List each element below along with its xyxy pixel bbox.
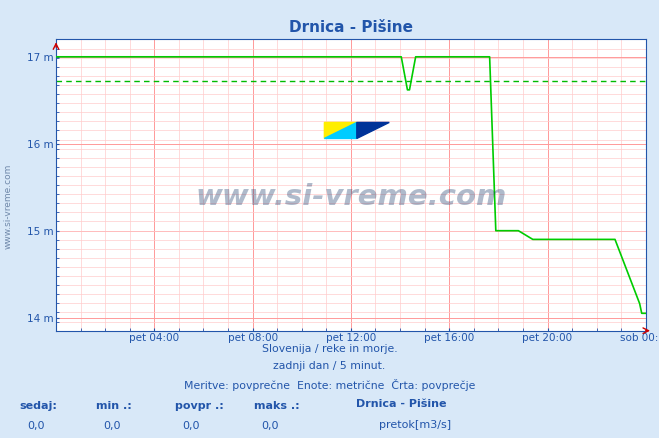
Polygon shape xyxy=(357,123,389,138)
Text: 0,0: 0,0 xyxy=(28,421,45,431)
Text: maks .:: maks .: xyxy=(254,401,299,411)
Text: 0,0: 0,0 xyxy=(262,421,279,431)
Polygon shape xyxy=(324,123,357,138)
Text: Slovenija / reke in morje.: Slovenija / reke in morje. xyxy=(262,344,397,354)
Text: Meritve: povprečne  Enote: metrične  Črta: povprečje: Meritve: povprečne Enote: metrične Črta:… xyxy=(184,379,475,391)
Text: www.si-vreme.com: www.si-vreme.com xyxy=(3,163,13,248)
Text: pretok[m3/s]: pretok[m3/s] xyxy=(379,420,451,430)
Text: povpr .:: povpr .: xyxy=(175,401,223,411)
Text: 0,0: 0,0 xyxy=(103,421,121,431)
Title: Drnica - Pišine: Drnica - Pišine xyxy=(289,21,413,35)
Text: www.si-vreme.com: www.si-vreme.com xyxy=(195,183,507,211)
Text: min .:: min .: xyxy=(96,401,131,411)
Polygon shape xyxy=(324,123,357,138)
Text: sedaj:: sedaj: xyxy=(20,401,57,411)
Text: Drnica - Pišine: Drnica - Pišine xyxy=(356,399,446,409)
Text: 0,0: 0,0 xyxy=(183,421,200,431)
Text: zadnji dan / 5 minut.: zadnji dan / 5 minut. xyxy=(273,361,386,371)
